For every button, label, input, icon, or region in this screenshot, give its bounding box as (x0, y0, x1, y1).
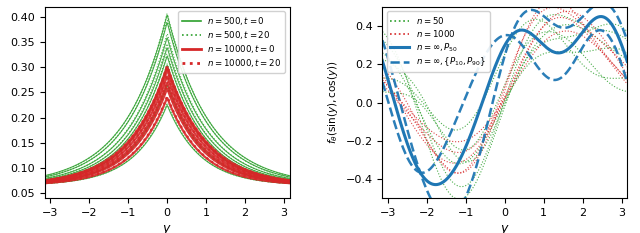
Legend: $n = 50$, $n = 1000$, $n = \infty, P_{50}$, $n = \infty, \{P_{10}, P_{90}\}$: $n = 50$, $n = 1000$, $n = \infty, P_{50… (387, 11, 490, 72)
X-axis label: $y$: $y$ (500, 223, 510, 233)
X-axis label: $y$: $y$ (162, 223, 172, 233)
Legend: $n = 500, t = 0$, $n = 500, t = 20$, $n = 10000, t = 0$, $n = 10000, t = 20$: $n = 500, t = 0$, $n = 500, t = 20$, $n … (178, 11, 285, 73)
Y-axis label: $f_\theta(\sin(y), \cos(y))$: $f_\theta(\sin(y), \cos(y))$ (326, 61, 340, 144)
